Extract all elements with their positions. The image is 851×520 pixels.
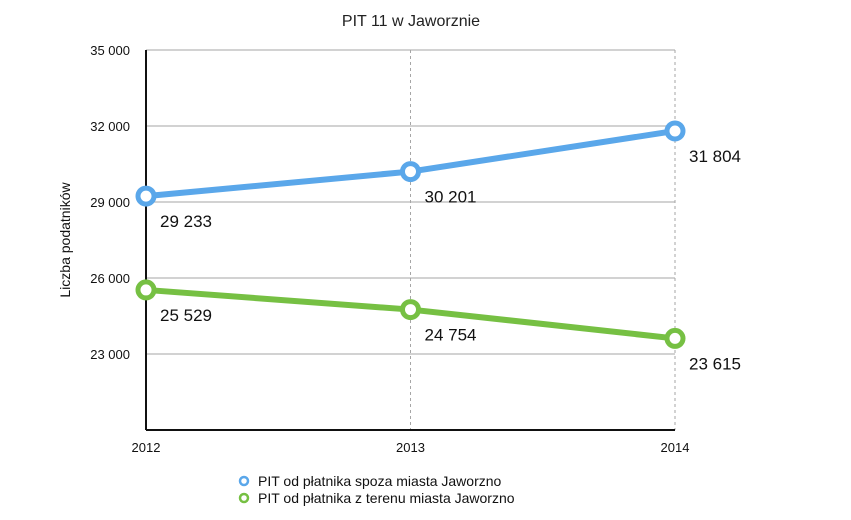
y-tick-label: 26 000 — [90, 271, 130, 286]
y-axis-label: Liczba podatników — [57, 182, 73, 298]
y-tick-label: 35 000 — [90, 43, 130, 58]
data-label: 29 233 — [160, 212, 212, 231]
legend-label: PIT od płatnika spoza miasta Jaworzno — [258, 473, 502, 489]
grid — [146, 49, 676, 430]
data-labels: 29 233 30 201 31 804 25 529 24 754 23 615 — [160, 147, 741, 373]
legend-label: PIT od płatnika z terenu miasta Jaworzno — [258, 490, 515, 506]
x-tick-label: 2013 — [396, 440, 425, 455]
data-point — [400, 161, 421, 183]
y-tick-label: 32 000 — [90, 119, 130, 134]
data-label: 23 615 — [689, 354, 741, 373]
data-point — [664, 120, 686, 142]
legend-marker — [238, 475, 250, 487]
data-point — [664, 327, 686, 349]
x-tick-label: 2012 — [132, 440, 161, 455]
data-label: 30 201 — [425, 188, 477, 207]
x-tick-label: 2014 — [661, 440, 690, 455]
data-label: 25 529 — [160, 306, 212, 325]
data-label: 31 804 — [689, 147, 741, 166]
series-layer — [135, 120, 686, 349]
legend: PIT od płatnika spoza miasta JaworznoPIT… — [238, 473, 515, 506]
data-point — [135, 185, 157, 207]
axes: 23 000 26 000 29 000 32 000 35 000 2012 2013 20… — [90, 43, 689, 455]
data-point — [135, 279, 157, 301]
data-point — [400, 299, 421, 321]
y-tick-label: 29 000 — [90, 195, 130, 210]
data-label: 24 754 — [425, 326, 477, 345]
chart-title: PIT 11 w Jaworznie — [342, 13, 480, 30]
y-tick-label: 23 000 — [90, 347, 130, 362]
legend-marker — [238, 492, 250, 504]
